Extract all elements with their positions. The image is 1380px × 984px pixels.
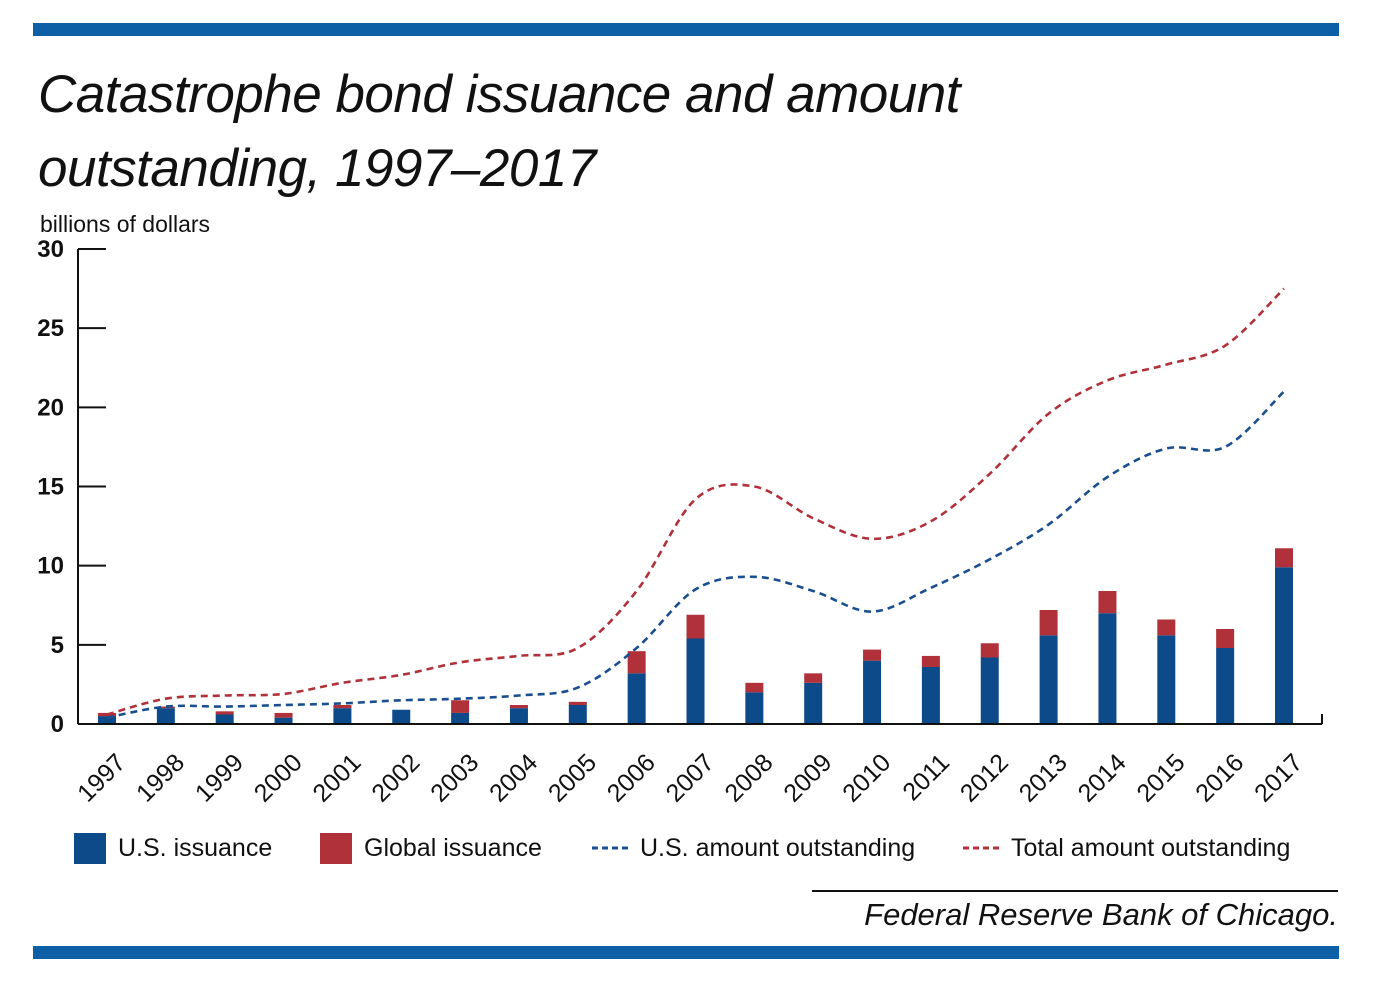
- x-tick-label-2006: 2006: [602, 748, 661, 807]
- x-tick-label-2009: 2009: [778, 748, 837, 807]
- bar-global-issuance-2001: [333, 705, 352, 709]
- x-tick-label-2000: 2000: [249, 748, 308, 807]
- bars-group: [98, 548, 1293, 724]
- x-tick-label-1997: 1997: [72, 748, 131, 807]
- x-tick-label-2008: 2008: [719, 748, 778, 807]
- x-tick-label-2017: 2017: [1249, 748, 1308, 807]
- bar-global-issuance-1998: [156, 706, 175, 709]
- y-axis-unit-label: billions of dollars: [40, 211, 211, 237]
- bar-global-issuance-2016: [1216, 629, 1235, 648]
- bar-us-issuance-2004: [509, 708, 528, 724]
- line-total-amount-outstanding: [106, 287, 1285, 716]
- bar-us-issuance-2013: [1039, 635, 1058, 724]
- bar-us-issuance-2011: [921, 667, 940, 724]
- bar-us-issuance-2016: [1216, 648, 1235, 724]
- bar-global-issuance-2017: [1275, 548, 1293, 568]
- bar-us-issuance-2007: [686, 638, 705, 724]
- y-tick-label-10: 10: [37, 553, 64, 580]
- x-tick-label-2001: 2001: [308, 748, 367, 807]
- bar-us-issuance-2009: [804, 682, 823, 724]
- bar-us-issuance-1997: [98, 716, 116, 724]
- bar-global-issuance-2008: [745, 682, 764, 693]
- bar-global-issuance-2011: [921, 655, 940, 667]
- bar-us-issuance-2012: [980, 657, 999, 724]
- bar-global-issuance-2010: [863, 649, 882, 661]
- line-us-amount-outstanding: [106, 390, 1285, 719]
- x-tick-label-2005: 2005: [543, 748, 602, 807]
- x-tick-label-2013: 2013: [1014, 748, 1073, 807]
- bar-us-issuance-2015: [1157, 635, 1176, 724]
- bar-global-issuance-2007: [686, 614, 705, 639]
- bar-us-issuance-1998: [156, 708, 175, 724]
- bar-global-issuance-2003: [451, 700, 470, 713]
- bar-us-issuance-2010: [863, 660, 882, 724]
- bar-us-issuance-2014: [1098, 613, 1117, 724]
- bar-global-issuance-2006: [627, 651, 646, 674]
- bar-global-issuance-2015: [1157, 619, 1176, 636]
- bar-us-issuance-2008: [745, 692, 764, 724]
- x-tick-label-1999: 1999: [190, 748, 249, 807]
- y-tick-label-5: 5: [51, 632, 64, 659]
- bar-us-issuance-2017: [1275, 567, 1293, 724]
- chart-title: Catastrophe bond issuance and amount out…: [38, 65, 960, 198]
- bar-global-issuance-2000: [274, 712, 293, 718]
- x-tick-label-2011: 2011: [897, 748, 955, 806]
- x-tick-label-2015: 2015: [1131, 748, 1190, 807]
- bar-us-issuance-2002: [392, 709, 411, 724]
- x-tick-label-2004: 2004: [484, 748, 543, 807]
- x-tick-label-2016: 2016: [1190, 748, 1249, 807]
- source-credit: Federal Reserve Bank of Chicago.: [864, 897, 1338, 932]
- y-tick-label-30: 30: [37, 236, 64, 263]
- bar-global-issuance-2012: [980, 643, 999, 658]
- x-tick-label-2007: 2007: [661, 748, 720, 807]
- bar-global-issuance-2009: [804, 673, 823, 683]
- bar-global-issuance-2005: [568, 701, 587, 705]
- lines-group: [106, 287, 1285, 719]
- bar-us-issuance-1999: [215, 714, 234, 724]
- bar-us-issuance-2000: [274, 717, 293, 724]
- x-tick-label-2002: 2002: [366, 748, 425, 807]
- x-tick-label-1998: 1998: [131, 748, 190, 807]
- y-tick-label-0: 0: [51, 711, 64, 738]
- x-tick-label-2010: 2010: [837, 748, 896, 807]
- bar-us-issuance-2006: [627, 673, 646, 724]
- bar-global-issuance-2004: [509, 705, 528, 709]
- top-rule: [33, 23, 1339, 36]
- bar-us-issuance-2001: [333, 708, 352, 724]
- y-tick-label-25: 25: [37, 315, 64, 342]
- y-tick-label-20: 20: [37, 394, 64, 421]
- x-tick-label-2003: 2003: [425, 748, 484, 807]
- x-tick-label-2012: 2012: [955, 748, 1014, 807]
- bar-us-issuance-2005: [568, 705, 587, 724]
- x-tick-label-2014: 2014: [1073, 748, 1132, 807]
- bar-global-issuance-2013: [1039, 610, 1058, 636]
- y-tick-label-15: 15: [37, 474, 64, 501]
- bottom-rule: [33, 946, 1339, 959]
- bar-global-issuance-2014: [1098, 591, 1117, 614]
- source-divider: [812, 890, 1338, 892]
- bar-us-issuance-2003: [451, 712, 470, 724]
- bar-global-issuance-1999: [215, 711, 234, 715]
